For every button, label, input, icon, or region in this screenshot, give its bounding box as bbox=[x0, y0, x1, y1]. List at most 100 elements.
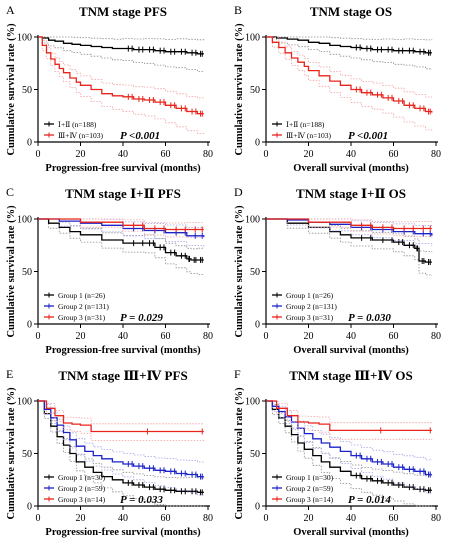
chart-title: TNM stage PFS bbox=[79, 4, 167, 19]
ci-upper-1 bbox=[38, 36, 205, 41]
y-tick-label: 50 bbox=[250, 267, 260, 278]
y-tick-label: 0 bbox=[255, 502, 260, 513]
legend-label: Ⅰ+Ⅱ (n=188) bbox=[286, 120, 325, 129]
x-axis-label: Overall survival (months) bbox=[293, 345, 409, 356]
x-tick-label: 20 bbox=[76, 331, 86, 342]
x-tick-label: 20 bbox=[76, 149, 86, 160]
y-tick-label: 50 bbox=[250, 449, 260, 460]
panel-letter: F bbox=[234, 367, 241, 381]
y-tick-label: 100 bbox=[17, 33, 32, 44]
y-axis-label: Cumulative survival rate (%) bbox=[234, 205, 245, 338]
p-value: P = 0.014 bbox=[348, 494, 391, 506]
x-axis-label: Progression-free survival (months) bbox=[45, 345, 201, 356]
x-tick-label: 0 bbox=[36, 331, 41, 342]
legend-label: Group 3 (n=14) bbox=[58, 495, 106, 504]
ci-lower-1 bbox=[38, 400, 204, 507]
x-tick-label: 80 bbox=[203, 513, 213, 524]
x-tick-label: 20 bbox=[76, 513, 86, 524]
survival-curve-3 bbox=[38, 218, 204, 231]
ci-lower-3 bbox=[266, 218, 433, 238]
ci-lower-2 bbox=[38, 218, 205, 248]
panel-e: E TNM stage Ⅲ+Ⅳ PFS 0 50 100 0 20 40 60 80Progres… bbox=[6, 367, 213, 538]
ci-upper-2 bbox=[38, 36, 205, 99]
ci-lower-2 bbox=[266, 218, 433, 247]
legend-label: Group 2 (n=131) bbox=[286, 302, 337, 311]
x-tick-label: 60 bbox=[161, 331, 171, 342]
p-value: P = 0.029 bbox=[120, 312, 163, 324]
x-axis-label: Progression-free survival (months) bbox=[45, 527, 201, 538]
x-tick-label: 20 bbox=[304, 513, 314, 524]
y-tick-label: 0 bbox=[27, 502, 32, 513]
y-tick-label: 100 bbox=[17, 397, 32, 408]
survival-curve-3 bbox=[266, 400, 432, 432]
panel-b: B TNM stage OS 0 50 100 0 20 40 60 80 Overall surv… bbox=[234, 3, 441, 174]
survival-curve-3 bbox=[38, 400, 204, 433]
legend-label: Group 1 (n=30) bbox=[58, 473, 106, 482]
ci-upper-2 bbox=[38, 400, 205, 463]
legend-label: Group 2 (n=59) bbox=[58, 484, 106, 493]
panel-a: A TNM stage PFS 0 50 100 0 20 40 60 80Progression… bbox=[6, 3, 213, 174]
y-axis-label: Cumulative survival rate (%) bbox=[234, 23, 245, 156]
p-value: P = 0.030 bbox=[348, 312, 391, 324]
x-tick-label: 0 bbox=[36, 149, 41, 160]
x-axis-label: Overall survival (months) bbox=[293, 527, 409, 538]
y-tick-label: 50 bbox=[250, 85, 260, 96]
ci-lower-1 bbox=[266, 218, 433, 276]
x-tick-label: 60 bbox=[389, 513, 399, 524]
legend-label: Group 1 (n=26) bbox=[58, 291, 106, 300]
y-tick-label: 0 bbox=[27, 320, 32, 331]
ci-lower-2 bbox=[266, 36, 433, 132]
x-tick-label: 80 bbox=[431, 513, 441, 524]
y-tick-label: 0 bbox=[255, 320, 260, 331]
ci-lower-1 bbox=[38, 36, 205, 73]
y-tick-label: 100 bbox=[17, 215, 32, 226]
ci-upper-1 bbox=[38, 218, 205, 250]
x-tick-label: 20 bbox=[304, 149, 314, 160]
panel-letter: B bbox=[234, 3, 242, 17]
legend-label: Ⅲ+Ⅳ (n=103) bbox=[58, 131, 104, 140]
y-tick-label: 100 bbox=[245, 33, 260, 44]
x-tick-label: 80 bbox=[203, 149, 213, 160]
p-value: P = 0.033 bbox=[120, 494, 163, 506]
y-axis-label: Cumulative survival rate (%) bbox=[6, 23, 17, 156]
x-tick-label: 20 bbox=[304, 331, 314, 342]
y-tick-label: 50 bbox=[22, 449, 32, 460]
ci-upper-3 bbox=[266, 400, 433, 424]
x-tick-label: 60 bbox=[161, 513, 171, 524]
survival-curve-1 bbox=[266, 36, 432, 54]
y-tick-label: 0 bbox=[27, 138, 32, 149]
ci-upper-1 bbox=[38, 400, 205, 479]
survival-curve-1 bbox=[266, 218, 432, 263]
y-tick-label: 50 bbox=[22, 85, 32, 96]
p-value: P <0.001 bbox=[120, 130, 160, 142]
survival-curve-2 bbox=[38, 36, 204, 115]
legend-label: Group 2 (n=131) bbox=[58, 302, 109, 311]
survival-curve-3 bbox=[266, 218, 432, 230]
panel-f: F TNM stage Ⅲ+Ⅳ OS 0 50 100 0 20 40 60 80 Overall … bbox=[234, 367, 441, 538]
x-tick-label: 40 bbox=[118, 149, 128, 160]
legend-label: Ⅰ+Ⅱ (n=188) bbox=[58, 120, 97, 129]
y-axis-label: Cumulative survival rate (%) bbox=[6, 387, 17, 520]
x-tick-label: 60 bbox=[389, 331, 399, 342]
x-tick-label: 40 bbox=[346, 149, 356, 160]
ci-lower-3 bbox=[38, 400, 205, 442]
x-tick-label: 0 bbox=[264, 513, 269, 524]
x-tick-label: 80 bbox=[203, 331, 213, 342]
chart-title: TNM stage Ⅰ+Ⅱ PFS bbox=[65, 186, 181, 201]
y-tick-label: 100 bbox=[245, 215, 260, 226]
x-tick-label: 0 bbox=[264, 331, 269, 342]
legend-label: Group 1 (n=26) bbox=[286, 291, 334, 300]
chart-title: TNM stage Ⅲ+Ⅳ PFS bbox=[58, 368, 187, 383]
panel-c: C TNM stage Ⅰ+Ⅱ PFS 0 50 100 0 20 40 60 80Progres… bbox=[6, 185, 213, 356]
ci-upper-3 bbox=[38, 218, 205, 224]
ci-lower-3 bbox=[266, 400, 433, 441]
chart-title: TNM stage Ⅰ+Ⅱ OS bbox=[296, 186, 406, 201]
legend-label: Group 3 (n=14) bbox=[286, 495, 334, 504]
legend-label: Group 2 (n=59) bbox=[286, 484, 334, 493]
ci-upper-1 bbox=[266, 400, 433, 477]
panel-d: D TNM stage Ⅰ+Ⅱ OS 0 50 100 0 20 40 60 80 Overall … bbox=[234, 185, 441, 356]
y-axis-label: Cumulative survival rate (%) bbox=[6, 205, 17, 338]
x-tick-label: 60 bbox=[161, 149, 171, 160]
panel-letter: C bbox=[6, 185, 14, 199]
y-tick-label: 50 bbox=[22, 267, 32, 278]
